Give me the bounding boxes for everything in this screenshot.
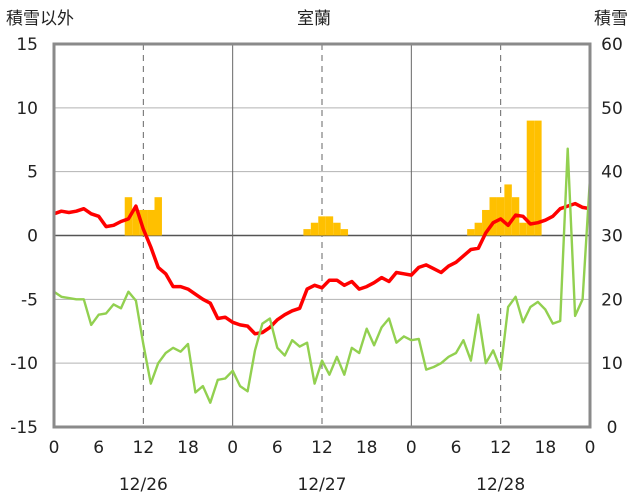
- right-tick-label: 10: [601, 354, 623, 374]
- snow-bar: [333, 222, 341, 236]
- snow-bar: [534, 120, 542, 236]
- x-tick-label: 6: [93, 438, 104, 458]
- left-tick-label: 0: [27, 227, 38, 247]
- snow-bar: [519, 222, 527, 236]
- snow-bar: [482, 209, 490, 236]
- snow-bar: [147, 209, 155, 236]
- snow-bar: [340, 229, 349, 236]
- snow-bar: [132, 209, 140, 236]
- snow-bar: [526, 120, 535, 236]
- left-tick-label: -15: [10, 418, 38, 438]
- snow-bar: [318, 216, 326, 236]
- series-line-0: [53, 201, 591, 336]
- snow-bar: [496, 197, 505, 236]
- x-tick-label: 0: [227, 438, 238, 458]
- snow-bar: [303, 229, 311, 236]
- snow-bar: [310, 222, 319, 236]
- right-axis-title: 積雪: [594, 9, 628, 29]
- x-tick-label: 18: [177, 438, 199, 458]
- series-line-1: [53, 147, 592, 404]
- plot-frame: [52, 42, 592, 429]
- x-tick-label: 6: [451, 438, 462, 458]
- left-tick-label: 10: [16, 99, 38, 119]
- left-tick-label: -5: [21, 290, 38, 310]
- right-tick-label: 60: [601, 35, 623, 55]
- right-tick-label: 20: [601, 290, 623, 310]
- snow-bar: [504, 184, 512, 236]
- snow-bar: [467, 229, 475, 236]
- right-tick-label: 30: [601, 227, 623, 247]
- chart-title: 室蘭: [297, 9, 331, 29]
- snow-bar: [474, 222, 483, 236]
- snow-bar: [154, 197, 162, 236]
- x-tick-label: 6: [272, 438, 283, 458]
- right-tick-label: 40: [601, 163, 623, 183]
- snow-bar: [489, 197, 497, 236]
- x-tick-label: 12: [133, 438, 155, 458]
- right-tick-label: 0: [607, 418, 618, 438]
- right-tick-label: 50: [601, 99, 623, 119]
- left-axis-title: 積雪以外: [6, 9, 74, 29]
- snow-bar: [139, 209, 148, 236]
- x-tick-label: 12: [311, 438, 333, 458]
- x-tick-label: 12: [490, 438, 512, 458]
- date-label: 12/27: [298, 475, 347, 495]
- left-tick-label: 5: [27, 163, 38, 183]
- date-label: 12/28: [476, 475, 525, 495]
- date-label: 12/26: [119, 475, 168, 495]
- x-tick-label: 0: [406, 438, 417, 458]
- left-tick-label: -10: [10, 354, 38, 374]
- x-tick-label: 0: [49, 438, 60, 458]
- snow-bar: [325, 216, 334, 236]
- left-tick-label: 15: [16, 35, 38, 55]
- x-tick-label: 0: [585, 438, 596, 458]
- x-tick-label: 18: [535, 438, 557, 458]
- x-tick-label: 18: [356, 438, 378, 458]
